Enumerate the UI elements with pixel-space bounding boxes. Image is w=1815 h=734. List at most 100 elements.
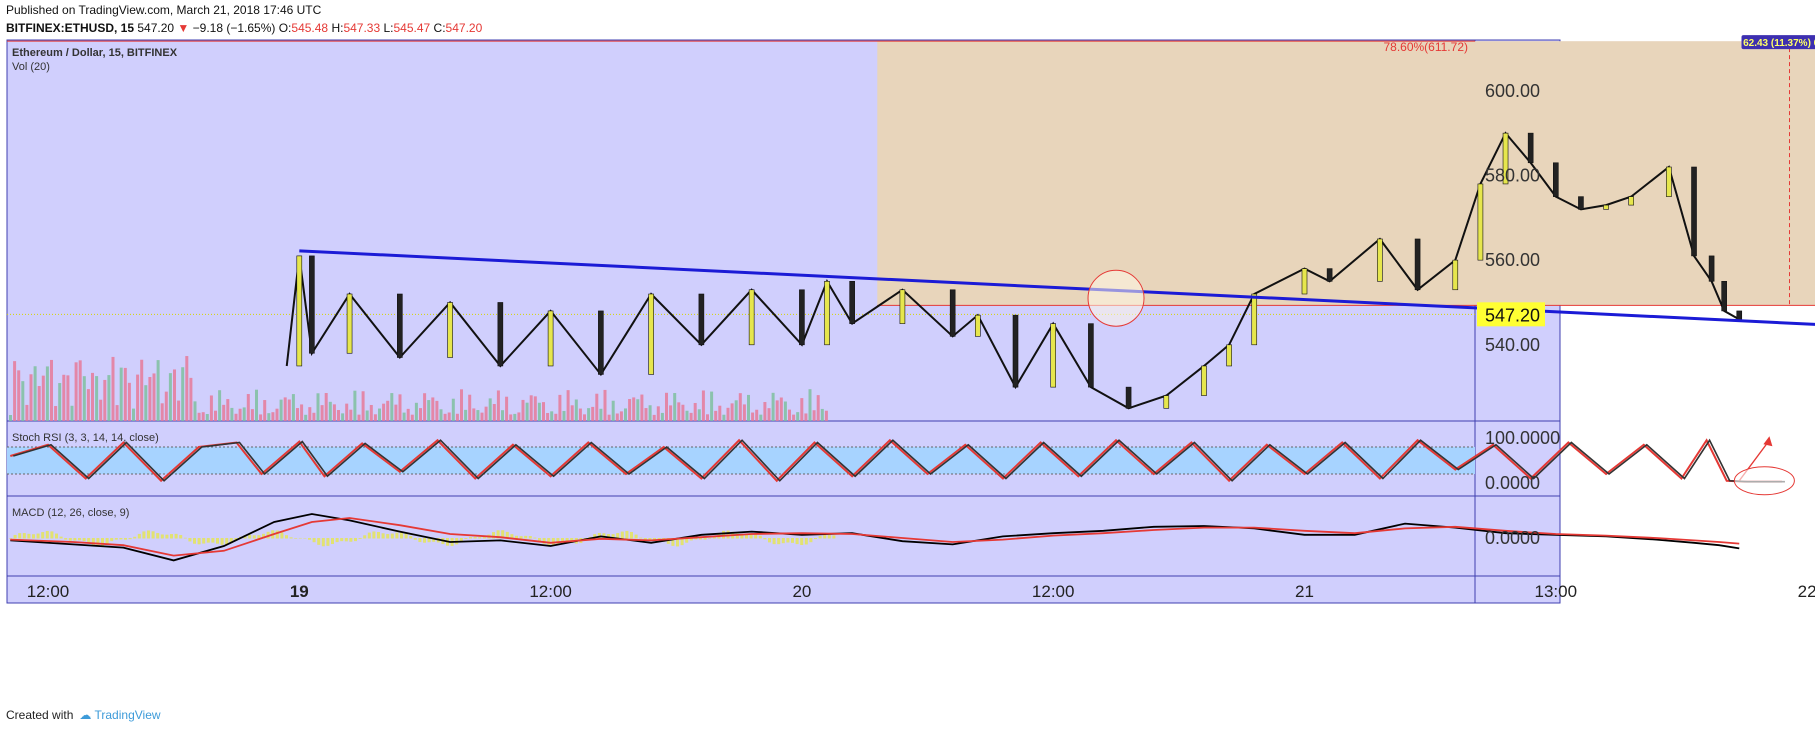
macd-hist-bar [321, 538, 325, 547]
volume-bar [464, 409, 468, 421]
volume-bar [13, 361, 17, 421]
volume-bar [132, 408, 135, 421]
volume-bar [644, 408, 648, 421]
price-candle [296, 255, 303, 367]
volume-bar [824, 410, 828, 421]
volume-bar [21, 381, 25, 421]
price-candle [1377, 238, 1383, 282]
volume-bar [197, 412, 201, 421]
volume-bar [181, 367, 185, 421]
price-candle [547, 310, 554, 367]
volume-bar [488, 398, 492, 421]
volume-bar [263, 400, 267, 421]
volume-bar [759, 414, 763, 421]
price-candle [1452, 259, 1459, 291]
volume-bar [127, 382, 131, 421]
macd-hist-bar [386, 534, 390, 539]
volume-bar [435, 400, 439, 421]
volume-bar [611, 400, 615, 421]
volume-bar [365, 410, 369, 421]
macd-hist-bar [147, 530, 150, 539]
macd-hist-bar [234, 538, 238, 541]
volume-bar [332, 404, 336, 421]
volume-bar [209, 395, 213, 421]
macd-tick-label: 0.0000 [1485, 528, 1540, 548]
time-tick-label: 22 [1798, 582, 1815, 601]
volume-bar [730, 403, 734, 421]
volume-bar [640, 394, 644, 421]
macd-hist-bar [482, 536, 486, 539]
breakout-circle [1087, 269, 1145, 327]
volume-bar [144, 385, 148, 421]
volume-bar [652, 414, 656, 421]
macd-hist-bar [809, 538, 813, 543]
volume-bar [353, 390, 357, 421]
volume-bar [779, 397, 783, 421]
volume-bar [189, 377, 193, 421]
volume-bar [275, 408, 279, 421]
macd-hist-bar [354, 538, 357, 542]
volume-bar [427, 400, 431, 421]
volume-bar [25, 404, 29, 421]
volume-bar [599, 408, 603, 421]
macd-hist-bar [137, 533, 141, 539]
volume-bar [136, 374, 140, 421]
macd-hist-bar [64, 538, 68, 540]
macd-hist-bar [193, 538, 196, 544]
measure-label: 62.43 (11.37%) 6243 [1743, 38, 1815, 49]
signal-line [10, 517, 1740, 557]
macd-hist-bar [432, 538, 436, 542]
macd-hist-bar [620, 531, 624, 539]
macd-hist-bar [597, 532, 601, 539]
volume-bar [304, 414, 308, 421]
macd-hist-bar [689, 538, 693, 541]
target-box[interactable] [877, 41, 1815, 306]
volume-bar [54, 406, 58, 421]
macd-hist-bar [326, 538, 330, 546]
macd-hist-bar [510, 534, 514, 539]
macd-hist-bar [791, 538, 794, 543]
volume-bar [685, 410, 689, 421]
high-label: H: [331, 21, 344, 35]
volume-bar [341, 413, 345, 421]
price-candle [799, 289, 805, 346]
macd-hist-bar [32, 534, 35, 539]
volume-bar [443, 413, 447, 421]
volume-bar [402, 412, 406, 421]
volume-bar [398, 394, 402, 421]
macd-hist-bar [110, 538, 114, 542]
macd-hist-bar [188, 538, 192, 542]
price-candle [447, 302, 453, 358]
time-tick-label: 19 [290, 582, 309, 601]
volume-bar [62, 374, 66, 421]
volume-bar [386, 400, 390, 421]
price-candle [1301, 268, 1308, 295]
volume-bar [546, 412, 550, 421]
volume-bar [816, 395, 820, 421]
macd-hist-bar [505, 531, 509, 539]
volume-bar [111, 356, 115, 421]
macd-hist-bar [772, 538, 776, 545]
high-value: 547.33 [343, 21, 381, 35]
price-candle [1736, 310, 1743, 320]
stoch-tick-label: 100.0000 [1485, 428, 1560, 448]
volume-bar [788, 409, 791, 421]
price-candle [899, 289, 906, 324]
price-candle [849, 280, 855, 324]
volume-bar [742, 404, 746, 421]
tradingview-brand[interactable]: TradingView [94, 708, 161, 722]
macd-hist-bar [400, 532, 403, 539]
volume-bar [665, 392, 668, 421]
macd-hist-bar [409, 536, 413, 539]
time-tick-label: 20 [792, 582, 811, 601]
trendline[interactable] [299, 249, 1815, 355]
macd-hist-bar [671, 538, 675, 546]
volume-bar [722, 414, 726, 421]
price-candle [1502, 132, 1509, 185]
macd-hist-bar [423, 538, 426, 543]
volume-bar [152, 373, 156, 421]
volume-bar [41, 375, 45, 421]
volume-bar [345, 403, 349, 421]
macd-hist-bar [303, 537, 307, 539]
